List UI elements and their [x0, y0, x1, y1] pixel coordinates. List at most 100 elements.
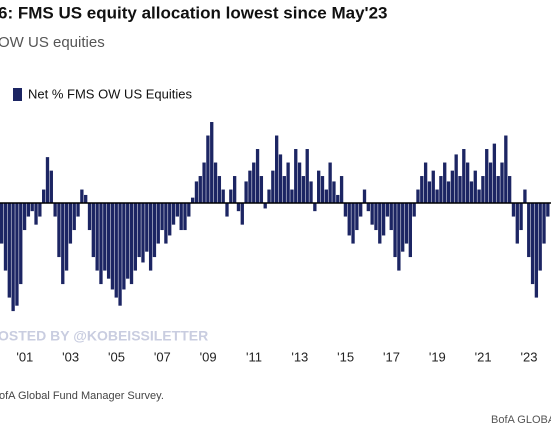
bar: [160, 203, 164, 231]
bar: [271, 170, 275, 204]
bar: [496, 176, 500, 204]
bar: [225, 203, 229, 217]
bar: [446, 181, 451, 204]
bar: [68, 203, 73, 244]
bar: [305, 149, 309, 204]
bar: [248, 170, 252, 204]
bar: [221, 189, 225, 204]
bar: [95, 203, 99, 271]
bar: [450, 170, 455, 204]
bar: [328, 162, 332, 204]
bar: [427, 181, 432, 204]
bar: [84, 194, 88, 204]
bar: [492, 143, 497, 204]
x-tick-label: '23: [521, 349, 538, 364]
bar: [110, 203, 115, 290]
bar: [381, 203, 386, 236]
bar: [435, 189, 439, 204]
bar: [103, 203, 107, 271]
bar: [244, 181, 248, 204]
bar: [420, 176, 424, 204]
bar: [473, 170, 477, 204]
bar: [122, 203, 126, 290]
bar: [527, 203, 531, 258]
bar: [542, 203, 546, 244]
bar: [53, 203, 57, 217]
bar: [217, 176, 222, 204]
bar: [412, 203, 416, 217]
bar: [87, 203, 92, 231]
bar: [255, 149, 260, 204]
bar: [129, 203, 134, 285]
x-tick-label: '21: [475, 349, 492, 364]
bar: [385, 203, 390, 217]
bar: [290, 189, 294, 204]
bar: [469, 181, 474, 204]
bar: [213, 162, 218, 204]
bar: [404, 203, 409, 244]
bar: [61, 203, 65, 285]
bar: [370, 203, 374, 225]
x-tick-label: '07: [154, 349, 171, 364]
bar: [210, 122, 214, 204]
x-tick-label: '19: [429, 349, 446, 364]
bar: [26, 203, 31, 217]
bar: [156, 203, 160, 244]
bar: [500, 162, 504, 204]
bar: [462, 149, 466, 204]
bar: [515, 203, 519, 244]
bar: [72, 203, 76, 231]
bar: [3, 203, 8, 271]
bar: [76, 203, 80, 217]
bar: [275, 135, 279, 204]
bar: [229, 189, 233, 204]
bar: [19, 203, 23, 285]
bar: [278, 154, 283, 204]
bar: [408, 203, 412, 258]
bar: [397, 203, 401, 271]
bar: [202, 162, 206, 204]
bar: [431, 170, 435, 204]
x-tick-label: '01: [16, 349, 33, 364]
bar: [133, 203, 137, 271]
bar: [187, 203, 191, 217]
bar: [7, 203, 11, 298]
bar: [64, 203, 69, 271]
bar: [80, 189, 84, 204]
bar: [57, 203, 61, 258]
bar: [355, 203, 359, 231]
bar: [458, 176, 462, 204]
bar: [240, 203, 244, 225]
bar: [504, 135, 508, 204]
bar: [301, 176, 306, 204]
x-tick-label: '17: [383, 349, 400, 364]
bar: [423, 162, 428, 204]
bar: [530, 203, 535, 285]
bar: [324, 189, 328, 204]
bar: [359, 203, 363, 217]
bar: [286, 162, 290, 204]
bar: [511, 203, 516, 217]
bar: [389, 203, 393, 231]
bar: [519, 203, 523, 231]
brand: BofA GLOBA: [491, 414, 551, 426]
chart-subtitle: OW US equities: [0, 34, 105, 51]
bar: [393, 203, 397, 258]
bar: [401, 203, 405, 252]
bar: [252, 162, 256, 204]
bar: [259, 176, 264, 204]
bar: [114, 203, 118, 298]
bar: [362, 189, 367, 204]
bar: [126, 203, 130, 279]
bar: [236, 203, 241, 212]
bar: [34, 203, 38, 225]
bar: [481, 176, 485, 204]
bar: [152, 203, 157, 258]
bar: [30, 203, 34, 212]
bar: [477, 189, 481, 204]
bar: [294, 149, 298, 204]
bar: [507, 176, 512, 204]
bar: [546, 203, 550, 217]
bar: [171, 203, 176, 225]
chart-title: 6: FMS US equity allocation lowest since…: [0, 3, 387, 22]
